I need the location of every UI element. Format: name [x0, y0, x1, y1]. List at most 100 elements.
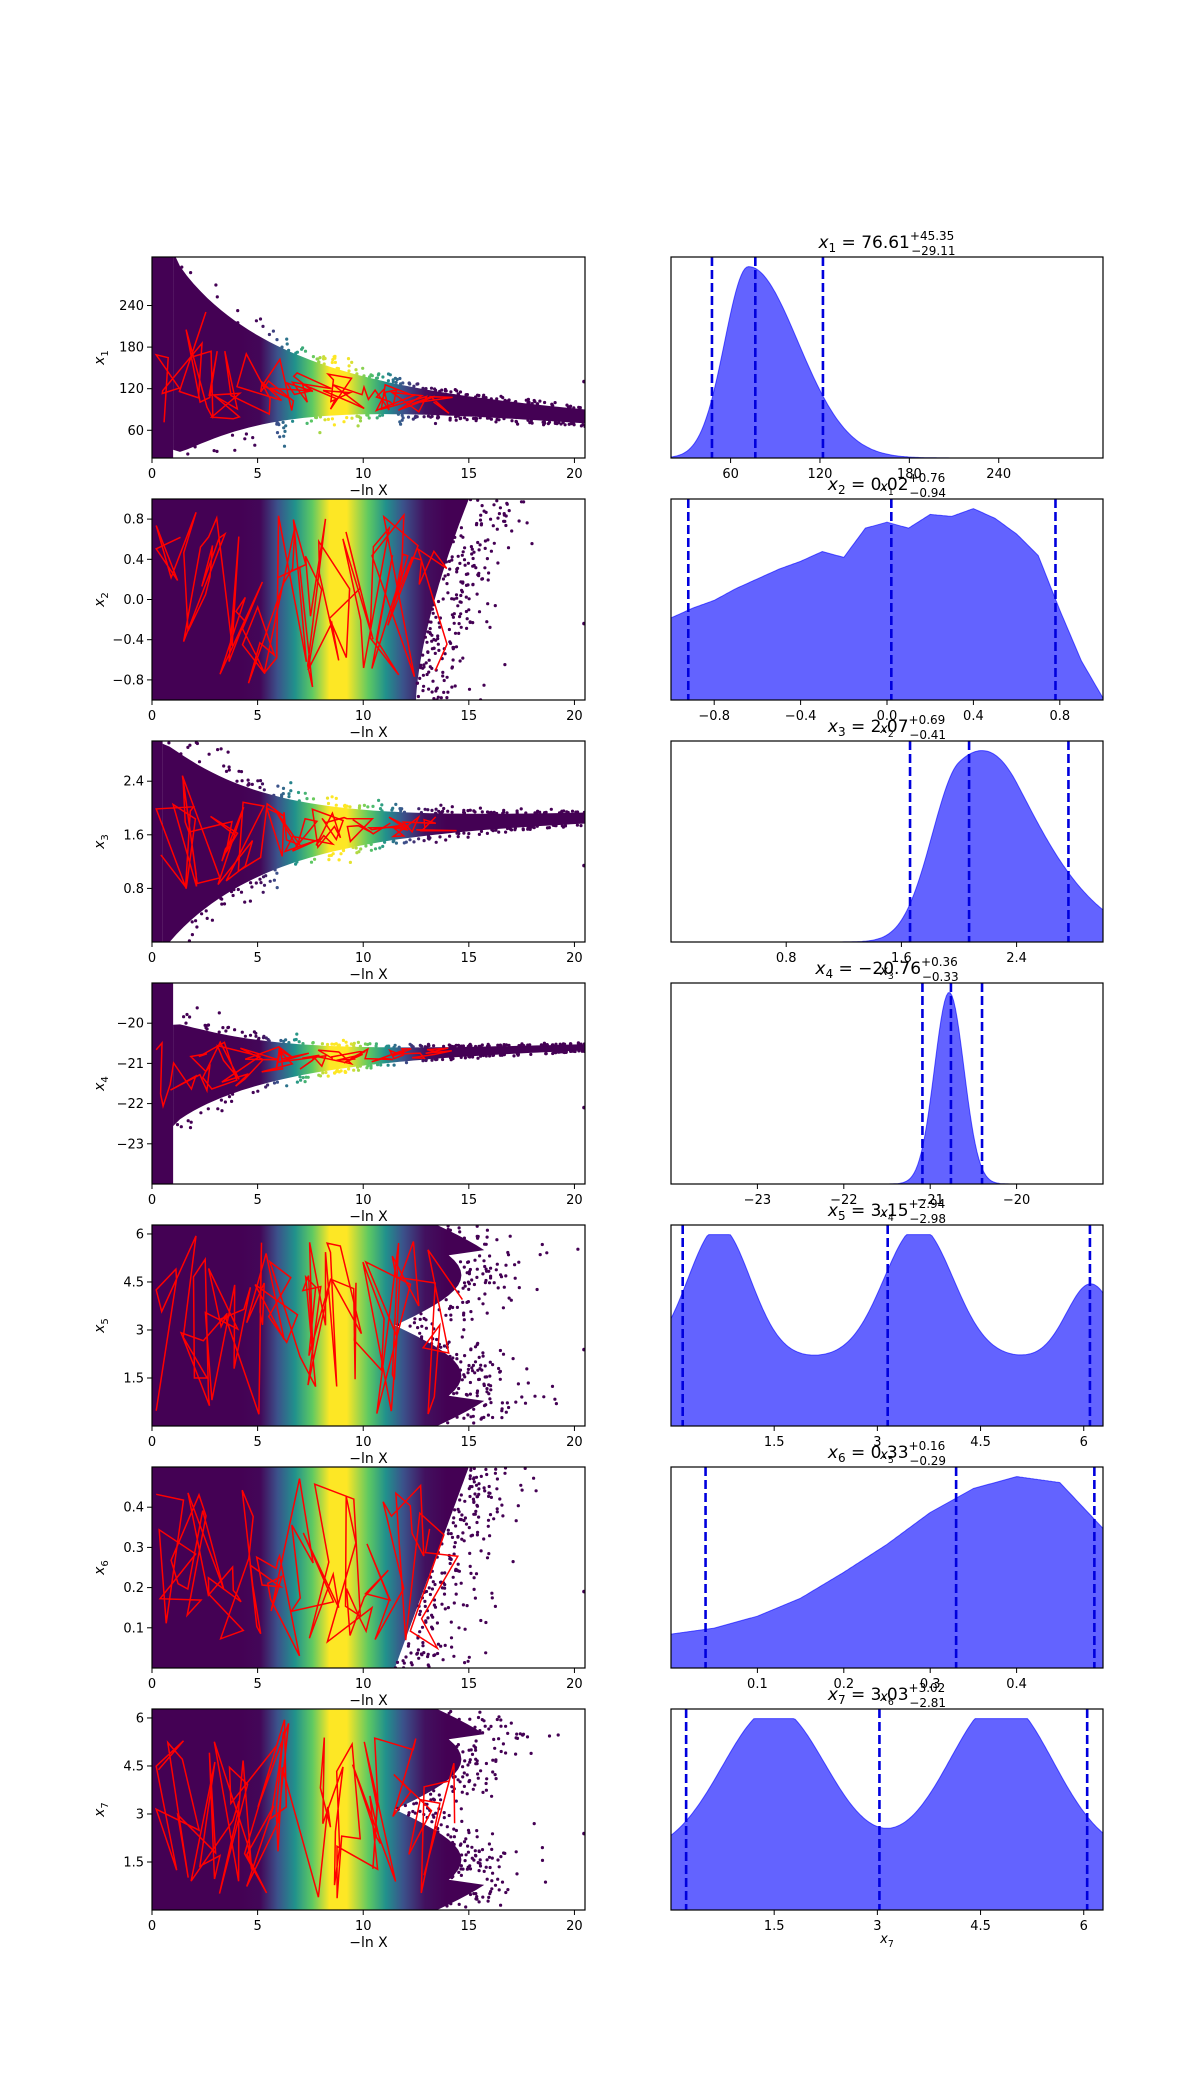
axes-frame: [670, 256, 1104, 459]
sample-point: [529, 1751, 533, 1755]
sample-point: [468, 620, 472, 624]
posterior-panel-5: 1.5 3 4.5 6 x5: [670, 1224, 1104, 1466]
sample-point: [472, 550, 476, 554]
sample-point: [450, 665, 454, 669]
sample-point: [491, 829, 495, 833]
y-tick-label: 0.0: [123, 593, 144, 608]
sample-point: [462, 831, 466, 835]
sample-point: [582, 1589, 585, 1594]
sample-point: [330, 1042, 334, 1046]
sample-point: [435, 1337, 439, 1342]
sample-point: [487, 1383, 491, 1387]
sample-point: [430, 808, 434, 813]
sample-point: [188, 1126, 193, 1130]
sample-point: [580, 1049, 584, 1053]
sample-point: [495, 811, 499, 816]
sample-point: [425, 672, 429, 677]
y-tick-label: 3: [136, 1323, 144, 1338]
sample-point: [530, 402, 534, 406]
sample-point: [474, 1572, 479, 1576]
sample-point: [547, 1734, 552, 1738]
sample-point: [505, 811, 509, 815]
sample-point: [246, 778, 250, 782]
sample-point: [515, 1872, 519, 1876]
sample-point: [248, 899, 252, 903]
sample-point: [529, 419, 533, 423]
sample-point: [473, 1258, 477, 1262]
sample-point: [227, 765, 231, 769]
sample-point: [431, 611, 435, 615]
sample-point: [449, 1636, 454, 1640]
y-tick-label: 180: [119, 341, 144, 356]
sample-point: [480, 577, 484, 581]
sample-point: [426, 1655, 430, 1659]
sample-point: [461, 1286, 465, 1290]
sample-point: [519, 500, 524, 504]
sample-point: [446, 1532, 450, 1536]
sample-point: [169, 946, 172, 949]
sample-point: [216, 748, 220, 752]
y-tick-label: −0.4: [112, 633, 144, 648]
sample-point: [190, 920, 194, 924]
sample-point: [551, 1043, 555, 1047]
sample-point: [200, 912, 204, 916]
sample-point: [426, 808, 430, 812]
sample-point: [478, 806, 482, 810]
sample-point: [504, 1410, 508, 1414]
sample-point: [488, 1534, 492, 1538]
sample-point: [470, 552, 474, 556]
sample-point: [487, 1494, 491, 1498]
sample-point: [186, 745, 190, 750]
sample-point: [401, 1659, 405, 1663]
sample-point: [495, 397, 499, 401]
sample-point: [421, 1059, 425, 1063]
sample-point: [549, 807, 553, 811]
sample-point: [309, 419, 313, 423]
sample-point: [506, 1250, 510, 1255]
sample-point: [434, 615, 438, 619]
sample-point: [473, 1853, 478, 1857]
sample-point: [495, 1262, 499, 1266]
x-tick-label: 60: [722, 467, 739, 482]
sample-point: [458, 615, 462, 619]
sample-point: [429, 415, 433, 419]
sample-point: [448, 1056, 453, 1060]
sample-point: [408, 838, 412, 842]
sample-point: [216, 1107, 220, 1111]
sample-point: [428, 665, 432, 669]
sample-point: [494, 420, 498, 424]
sample-point: [433, 421, 438, 426]
sample-point: [484, 396, 488, 400]
sample-point: [545, 826, 550, 830]
sample-point: [304, 1075, 308, 1079]
sample-point: [471, 556, 475, 561]
sample-point: [468, 1494, 472, 1499]
sample-point: [465, 418, 469, 422]
sample-point: [499, 1903, 503, 1907]
sample-point: [430, 1058, 434, 1062]
sample-point: [495, 417, 499, 421]
sample-point: [451, 658, 455, 662]
posterior-title: x7 = 3.03+3.02 −2.81: [827, 1681, 946, 1710]
sample-point: [520, 1042, 524, 1046]
sample-point: [481, 1302, 485, 1306]
sample-point: [516, 1052, 521, 1056]
sample-point: [491, 1758, 495, 1762]
sample-point: [419, 666, 423, 670]
sample-point: [473, 1492, 477, 1496]
sample-point: [456, 604, 460, 608]
sample-point: [399, 422, 403, 426]
sample-point: [430, 1587, 434, 1591]
sample-point: [484, 1651, 488, 1655]
sample-point: [456, 835, 460, 839]
sample-point: [439, 1798, 443, 1802]
sample-point: [215, 295, 219, 299]
sample-point: [508, 1234, 512, 1238]
sample-point: [457, 1902, 461, 1906]
sample-point: [455, 1305, 459, 1309]
sample-point: [464, 1522, 469, 1526]
sample-point: [394, 380, 398, 384]
sample-point: [485, 416, 490, 420]
sample-point: [412, 840, 416, 844]
sample-point: [454, 415, 458, 419]
